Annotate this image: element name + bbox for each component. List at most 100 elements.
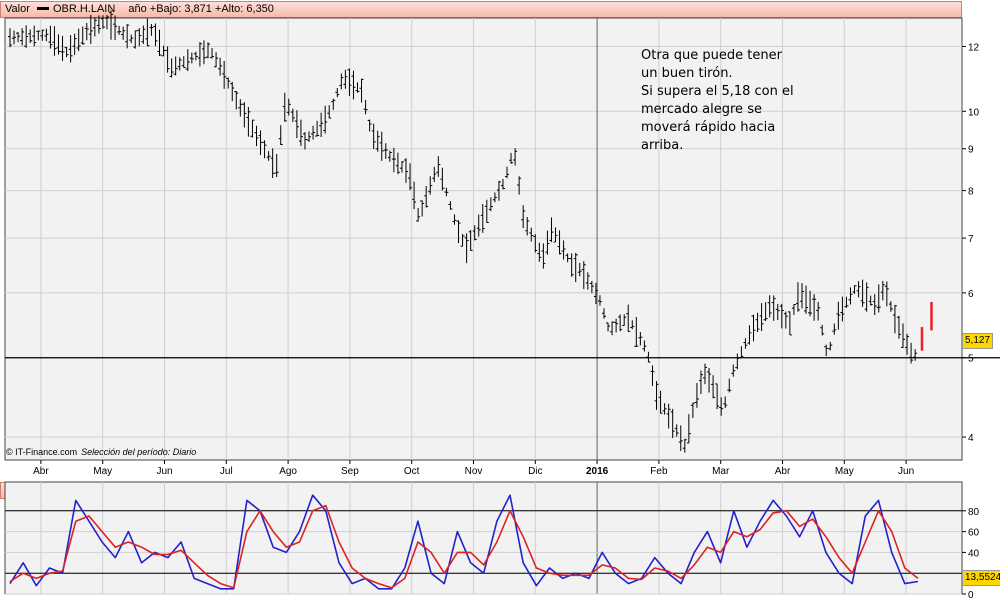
annotation-line: moverá rápido hacia	[641, 120, 776, 135]
ohlc-bar	[456, 220, 461, 244]
ohlc-bar	[585, 272, 590, 290]
ohlc-bar	[646, 351, 651, 363]
ohlc-bar	[711, 375, 716, 399]
ohlc-bar	[577, 262, 582, 277]
ohlc-bar	[622, 314, 627, 327]
ohlc-bar	[218, 57, 223, 76]
ohlc-bar	[169, 58, 174, 78]
x-tick-label: Dic	[528, 466, 542, 477]
ohlc-bar	[630, 320, 635, 330]
ohlc-bar	[496, 180, 501, 201]
ohlc-bar	[448, 201, 453, 210]
ohlc-bar	[395, 152, 400, 175]
ohlc-bar	[662, 403, 667, 415]
annotation-line: Si supera el 5,18 con el	[641, 84, 794, 99]
annotation-line: Otra que puede tener	[641, 48, 782, 63]
ohlc-bar	[642, 340, 647, 352]
ohlc-bar	[484, 199, 489, 223]
ohlc-bar	[553, 227, 558, 243]
ohlc-bar	[799, 283, 804, 309]
ohlc-bar	[840, 296, 845, 322]
ohlc-bar	[755, 312, 760, 332]
ohlc-bar	[557, 230, 562, 255]
ohlc-bar	[323, 105, 328, 134]
x-tick-label: Jul	[220, 466, 233, 477]
ohlc-bar	[727, 378, 732, 393]
y-tick-label: 80	[968, 507, 980, 518]
ohlc-bar	[282, 92, 287, 122]
ohlc-bar	[795, 282, 800, 312]
ohlc-bar	[464, 233, 469, 264]
ohlc-bar	[104, 14, 109, 30]
ohlc-bar	[214, 52, 219, 68]
ohlc-bar	[909, 342, 914, 364]
ohlc-bar	[189, 52, 194, 64]
ohlc-bar	[76, 28, 81, 52]
ohlc-bar	[654, 381, 659, 410]
ohlc-bar	[432, 166, 437, 182]
ohlc-bar	[24, 25, 29, 48]
ohlc-bar	[193, 51, 198, 61]
ohlc-bar	[589, 280, 594, 294]
ohlc-bar	[96, 15, 101, 34]
ohlc-bar	[767, 295, 772, 318]
ohlc-bar	[52, 26, 57, 56]
chart-annotation: Otra que puede tener un buen tirón. Si s…	[641, 47, 831, 155]
ohlc-bar	[472, 225, 477, 241]
ohlc-bar	[161, 45, 166, 57]
ohlc-bar	[804, 285, 809, 314]
ohlc-bar	[258, 130, 263, 155]
ohlc-bar	[533, 234, 538, 253]
y-tick-label: 4	[968, 433, 974, 444]
y-tick-label: 7	[968, 234, 974, 245]
ohlc-bar	[698, 370, 703, 394]
ohlc-bar	[266, 151, 271, 161]
ohlc-bar	[650, 365, 655, 387]
ohlc-bar	[848, 287, 853, 305]
x-tick-label: Oct	[404, 466, 420, 477]
ohlc-bar	[808, 290, 813, 317]
ohlc-bar	[84, 22, 89, 41]
ohlc-bar	[428, 176, 433, 195]
ohlc-bar	[593, 282, 598, 304]
ohlc-bar	[880, 280, 885, 301]
ohlc-bar	[64, 46, 69, 58]
x-tick-label: Jun	[156, 466, 172, 477]
ohlc-bar	[181, 56, 186, 69]
ohlc-bar	[137, 28, 142, 47]
ohlc-bar	[824, 344, 829, 357]
ohlc-bar	[145, 18, 150, 47]
y-tick-label: 40	[968, 548, 980, 559]
ohlc-bar	[468, 230, 473, 251]
ohlc-bar	[678, 425, 683, 451]
ohlc-bar	[525, 216, 530, 236]
ohlc-bar	[561, 240, 566, 260]
ohlc-bar	[901, 323, 906, 349]
ohlc-bar	[694, 383, 699, 408]
ohlc-bar	[371, 123, 376, 150]
ohlc-bar	[412, 181, 417, 210]
ohlc-bar	[674, 424, 679, 437]
ohlc-bar	[290, 108, 295, 123]
ohlc-bar	[715, 383, 720, 410]
ohlc-bar	[298, 119, 303, 146]
annotation-line: un buen tirón.	[641, 66, 733, 81]
ohlc-bar	[626, 304, 631, 332]
ohlc-bar	[210, 48, 215, 59]
ohlc-bar	[771, 295, 776, 321]
ohlc-bar	[747, 325, 752, 345]
ohlc-bar	[836, 301, 841, 330]
ohlc-bar	[884, 281, 889, 307]
ohlc-bar	[723, 396, 728, 409]
ohlc-bar	[113, 15, 118, 41]
ohlc-bar	[529, 227, 534, 242]
ohlc-bar	[387, 150, 392, 162]
ohlc-bar	[327, 105, 332, 119]
ohlc-bar	[787, 311, 792, 336]
header-range: año +Bajo: 3,871 +Alto: 6,350	[128, 3, 274, 15]
annotation-line: arriba.	[641, 138, 684, 153]
ohlc-bar	[315, 120, 320, 137]
ohlc-bar	[157, 29, 162, 57]
chart-footer: © IT-Finance.com Selección del período: D…	[6, 447, 196, 457]
last-price-tag: 5,127	[962, 333, 994, 349]
